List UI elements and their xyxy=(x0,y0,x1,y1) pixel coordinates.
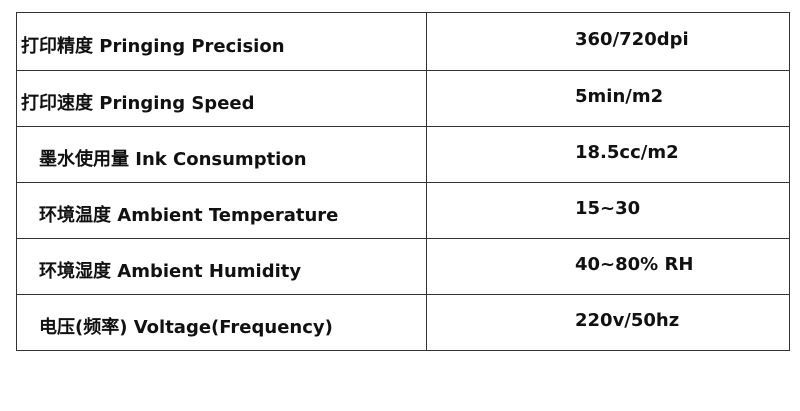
spec-label: 打印速度 Pringing Speed xyxy=(16,70,427,127)
spec-row: 电压(频率) Voltage(Frequency) 220v/50hz xyxy=(16,294,790,351)
spec-table-body: 打印精度 Pringing Precision 360/720dpi 打印速度 Pr… xyxy=(16,12,790,351)
spec-value: 360/720dpi xyxy=(426,12,790,71)
spec-row: 打印速度 Pringing Speed 5min/m2 xyxy=(16,70,790,127)
spec-label: 环境湿度 Ambient Humidity xyxy=(16,238,427,295)
spec-value: 40~80% RH xyxy=(426,238,790,295)
spec-label: 电压(频率) Voltage(Frequency) xyxy=(16,294,427,351)
spec-label: 墨水使用量 Ink Consumption xyxy=(16,126,427,183)
spec-value: 220v/50hz xyxy=(426,294,790,351)
spec-row: 环境温度 Ambient Temperature 15~30 xyxy=(16,182,790,239)
spec-label: 打印精度 Pringing Precision xyxy=(16,12,427,71)
spec-label: 环境温度 Ambient Temperature xyxy=(16,182,427,239)
spec-row: 打印精度 Pringing Precision 360/720dpi xyxy=(16,12,790,71)
spec-row: 墨水使用量 Ink Consumption 18.5cc/m2 xyxy=(16,126,790,183)
spec-value: 15~30 xyxy=(426,182,790,239)
spec-row: 环境湿度 Ambient Humidity 40~80% RH xyxy=(16,238,790,295)
spec-table: 打印精度 Pringing Precision 360/720dpi 打印速度 Pr… xyxy=(16,12,790,351)
spec-value: 18.5cc/m2 xyxy=(426,126,790,183)
spec-value: 5min/m2 xyxy=(426,70,790,127)
